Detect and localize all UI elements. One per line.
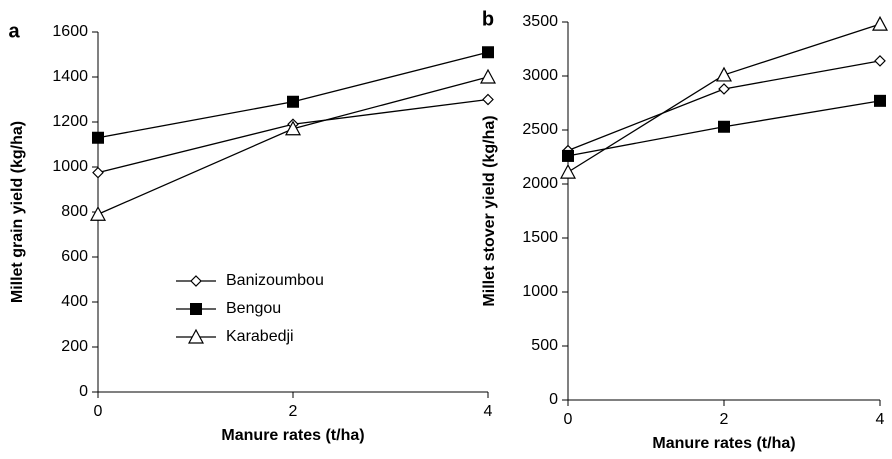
legend-marker xyxy=(187,328,205,344)
marker xyxy=(479,68,497,84)
legend-label: Banizoumbou xyxy=(226,272,324,289)
y-tick-label: 1400 xyxy=(52,68,88,85)
legend-label: Karabedji xyxy=(226,328,294,345)
y-axis-label: Millet grain yield (kg/ha) xyxy=(9,121,26,303)
x-tick-label: 4 xyxy=(484,403,493,420)
x-tick-label: 4 xyxy=(876,411,885,428)
x-tick-label: 0 xyxy=(94,403,103,420)
marker xyxy=(482,93,494,106)
x-axis-label: Manure rates (t/ha) xyxy=(221,427,364,444)
y-tick-label: 1000 xyxy=(52,158,88,175)
marker xyxy=(89,205,107,221)
panel-label: b xyxy=(482,8,494,30)
marker xyxy=(718,120,730,133)
y-tick-label: 400 xyxy=(61,293,88,310)
marker xyxy=(559,163,577,179)
marker xyxy=(871,15,889,31)
series-line xyxy=(567,23,881,173)
y-tick-label: 200 xyxy=(61,338,88,355)
marker xyxy=(482,46,494,59)
panel-label: a xyxy=(8,20,20,42)
series-line xyxy=(97,98,489,174)
y-axis-label: Millet stover yield (kg/ha) xyxy=(481,115,498,306)
marker xyxy=(874,94,886,107)
legend-label: Bengou xyxy=(226,300,281,317)
marker xyxy=(284,120,302,136)
x-tick-label: 2 xyxy=(289,403,298,420)
y-tick-label: 2000 xyxy=(522,175,558,192)
y-tick-label: 0 xyxy=(549,391,558,408)
marker xyxy=(562,149,574,162)
marker xyxy=(715,66,733,82)
y-tick-label: 3000 xyxy=(522,67,558,84)
y-tick-label: 1600 xyxy=(52,23,88,40)
y-tick-label: 800 xyxy=(61,203,88,220)
y-tick-label: 1200 xyxy=(52,113,88,130)
x-tick-label: 2 xyxy=(720,411,729,428)
legend-marker xyxy=(190,275,202,287)
y-tick-label: 3500 xyxy=(522,13,558,30)
y-tick-label: 500 xyxy=(531,337,558,354)
y-tick-label: 1500 xyxy=(522,229,558,246)
y-tick-label: 2500 xyxy=(522,121,558,138)
y-tick-label: 0 xyxy=(79,383,88,400)
x-axis-label: Manure rates (t/ha) xyxy=(652,435,795,452)
y-tick-label: 1000 xyxy=(522,283,558,300)
marker xyxy=(92,166,104,179)
y-tick-label: 600 xyxy=(61,248,88,265)
marker xyxy=(874,55,886,67)
marker xyxy=(287,95,299,108)
x-tick-label: 0 xyxy=(564,411,573,428)
marker xyxy=(92,131,104,144)
legend-marker xyxy=(190,303,202,315)
marker xyxy=(718,83,730,95)
